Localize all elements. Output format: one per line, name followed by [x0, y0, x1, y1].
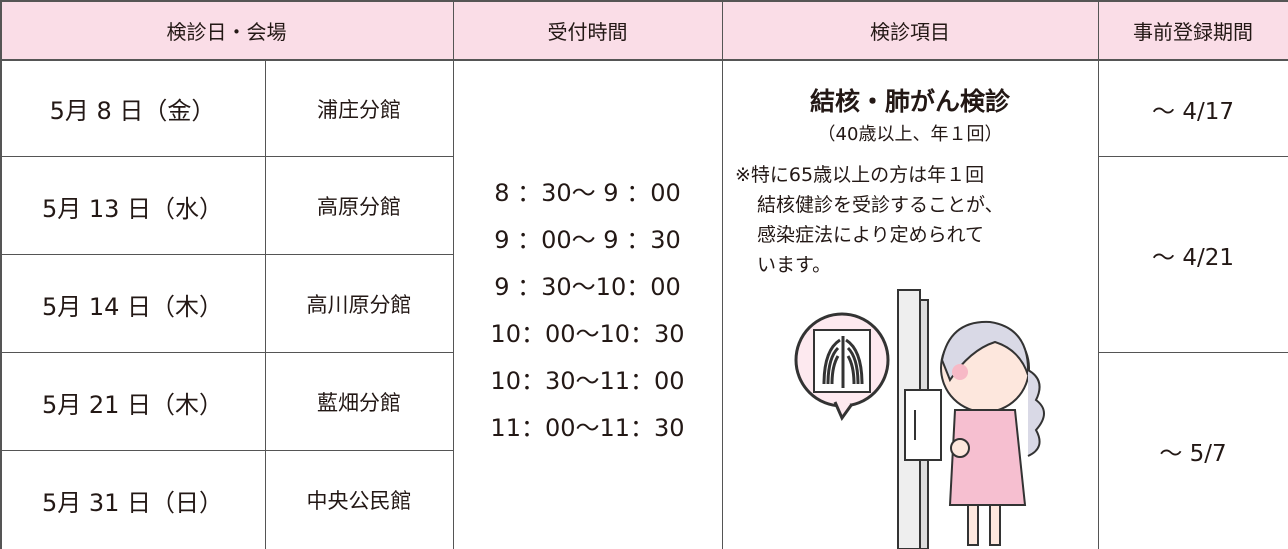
venue: 高原分館 [317, 195, 401, 219]
note-line: 感染症法により定められて [757, 224, 985, 246]
venue: 中央公民館 [306, 489, 412, 513]
date: 5月 13 日（水） [41, 194, 224, 223]
time-slot: 9 ：30～10：00 [494, 273, 681, 301]
border [0, 0, 2, 549]
date: 5月 14 日（木） [41, 292, 224, 321]
border [0, 352, 453, 353]
header-cell: 検診項目 [722, 0, 1098, 60]
venue: 高川原分館 [306, 293, 412, 317]
xray-illustration [794, 289, 1045, 549]
border [265, 60, 266, 549]
date: 5月 21 日（木） [41, 390, 224, 419]
registration-period: ～ 5/7 [1159, 441, 1227, 467]
border [0, 254, 453, 255]
note-line: 結核健診を受診することが、 [757, 194, 1004, 216]
date: 5月 8 日（金） [49, 97, 216, 125]
header-cell: 検診日・会場 [0, 0, 453, 60]
border [1098, 156, 1288, 157]
border [1098, 0, 1099, 549]
border [0, 59, 1288, 61]
header-cell: 事前登録期間 [1098, 0, 1288, 60]
header-cell: 受付時間 [453, 0, 722, 60]
time-list: 8 ：30～ 9 ：00 9 ：00～ 9 ：30 9 ：30～10：00 10… [453, 170, 722, 452]
registration-period: ～ 4/17 [1152, 98, 1234, 125]
item-subtitle: （40歳以上、年１回） [817, 124, 1003, 145]
time-slot: 9 ：00～ 9 ：30 [494, 226, 681, 254]
time-slot: 10：00～10：30 [490, 320, 685, 348]
item-title: 結核・肺がん検診 [809, 87, 1010, 116]
time-slot: 10：30～11：00 [490, 367, 685, 395]
venue: 浦庄分館 [317, 97, 401, 122]
venue: 藍畑分館 [317, 391, 401, 415]
border [722, 0, 723, 549]
item-note: ※特に65歳以上の方は年１回 結核健診を受診することが、 感染症法により定められ… [735, 160, 1004, 280]
border [453, 0, 454, 549]
border [0, 0, 1288, 2]
time-slot: 11：00～11：30 [490, 414, 685, 442]
note-line: ※特に65歳以上の方は年１回 [735, 164, 985, 186]
border [0, 156, 453, 157]
border [1098, 352, 1288, 353]
date: 5月 31 日（日） [41, 488, 224, 517]
registration-period: ～ 4/21 [1152, 245, 1234, 271]
note-line: います。 [757, 254, 832, 276]
border [0, 450, 453, 451]
time-slot: 8 ：30～ 9 ：00 [494, 179, 681, 207]
